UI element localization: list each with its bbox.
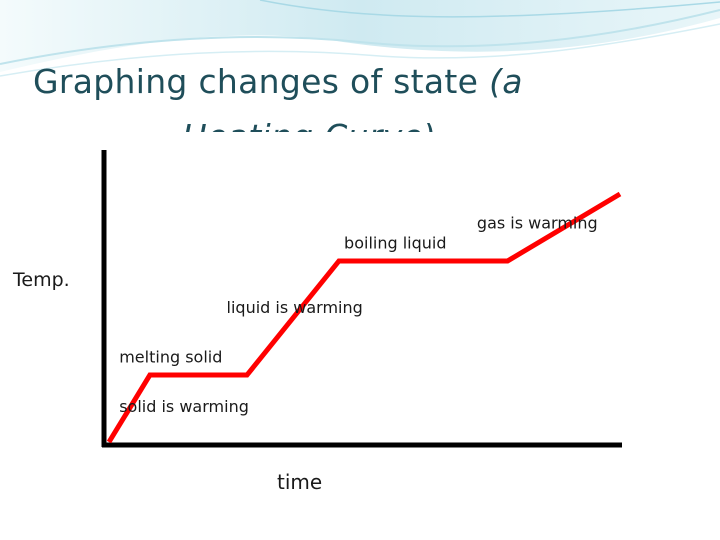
- slide-title-line-1: Graphing changes of state (a: [33, 62, 523, 101]
- chart-axes: [101, 150, 622, 448]
- title-italic-text: (a: [489, 62, 523, 101]
- annotation-label: gas is warming: [477, 214, 598, 233]
- chart-panel: gas is warming boiling liquid liquid is wa…: [0, 132, 640, 508]
- annotation-label: boiling liquid: [344, 234, 446, 253]
- labels-layer: gas is warming boiling liquid liquid is wa…: [12, 214, 598, 494]
- header-wave-decoration: [0, 0, 720, 77]
- annotation-label: solid is warming: [119, 397, 249, 416]
- series-layer: [106, 191, 622, 444]
- heating-curve-chart: gas is warming boiling liquid liquid is wa…: [12, 150, 622, 494]
- heating-curve-line: [106, 191, 622, 444]
- title-normal-text: Graphing changes of state: [33, 62, 479, 101]
- annotation-label: melting solid: [119, 348, 222, 367]
- x-axis-label: time: [277, 470, 322, 494]
- y-axis-label: Temp.: [12, 269, 70, 291]
- annotation-label: liquid is warming: [227, 298, 363, 317]
